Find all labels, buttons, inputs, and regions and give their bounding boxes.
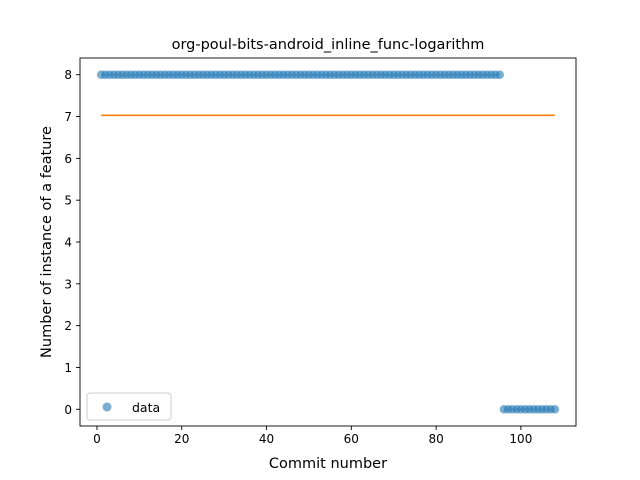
chart-title: org-poul-bits-android_inline_func-logari… (172, 37, 485, 53)
plot-area (96, 70, 560, 414)
legend: data (86, 392, 172, 421)
y-tick-label: 1 (64, 361, 72, 375)
x-tick-label: 100 (509, 432, 532, 446)
legend-box (86, 392, 172, 421)
x-tick-label: 20 (174, 432, 189, 446)
y-axis: 0 1 2 3 4 5 6 7 8 (64, 68, 80, 417)
x-axis: 0 20 40 60 80 100 (93, 426, 532, 446)
y-axis-label: Number of instance of a feature (39, 126, 55, 358)
x-tick-label: 60 (344, 432, 359, 446)
y-tick-label: 3 (64, 277, 72, 291)
x-axis-label: Commit number (269, 456, 387, 472)
x-tick-label: 0 (93, 432, 101, 446)
x-tick-label: 80 (428, 432, 443, 446)
y-tick-label: 6 (64, 152, 72, 166)
y-tick-label: 4 (64, 236, 72, 250)
y-tick-label: 2 (64, 319, 72, 333)
x-tick-label: 40 (259, 432, 274, 446)
y-tick-label: 0 (64, 403, 72, 417)
y-tick-label: 7 (64, 110, 72, 124)
y-tick-label: 8 (64, 68, 72, 82)
data-point (550, 404, 560, 414)
data-point (495, 70, 504, 80)
legend-label-data: data (132, 400, 160, 415)
y-tick-label: 5 (64, 194, 72, 208)
legend-marker-data (102, 402, 112, 412)
